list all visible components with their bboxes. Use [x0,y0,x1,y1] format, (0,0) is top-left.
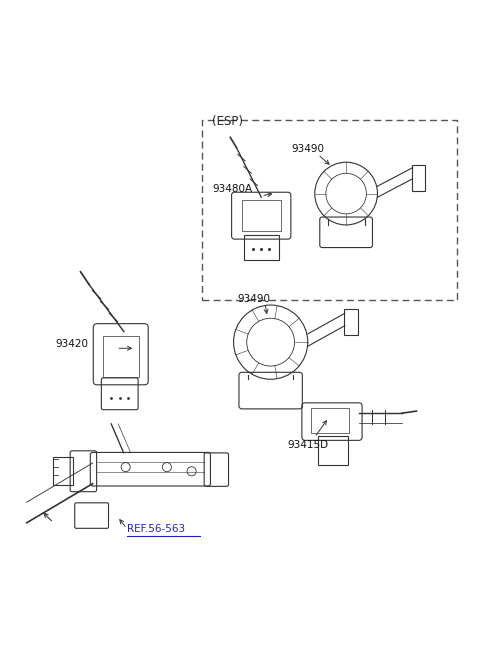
Text: 93420: 93420 [55,339,88,349]
Text: 93415D: 93415D [287,440,328,450]
Text: REF.56-563: REF.56-563 [127,524,185,534]
Text: 93490: 93490 [291,144,324,154]
Text: (ESP): (ESP) [212,115,243,127]
Text: 93490: 93490 [238,294,271,304]
Text: 93480A: 93480A [213,184,253,194]
